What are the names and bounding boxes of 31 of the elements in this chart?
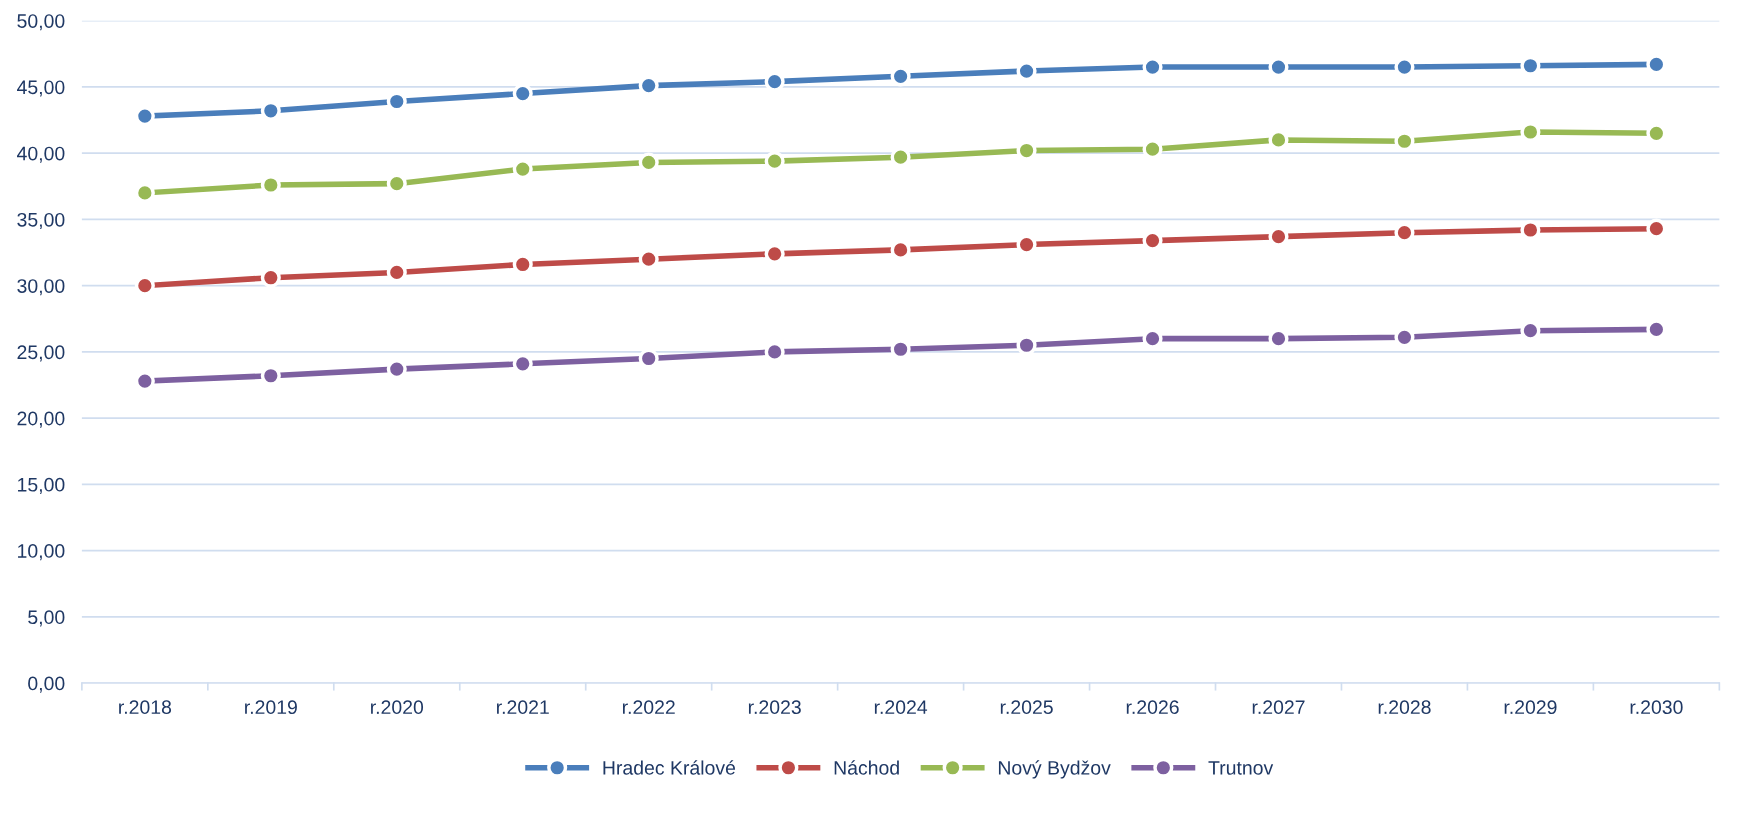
y-tick-label: 15,00 <box>18 477 65 494</box>
x-tick-label: r.2027 <box>1252 700 1305 715</box>
point <box>890 66 911 87</box>
x-tick-label: r.2030 <box>1630 700 1683 715</box>
x-tick-label: r.2029 <box>1504 700 1557 715</box>
y-tick-label: 30,00 <box>17 279 65 296</box>
x-tick-label: r.2024 <box>874 700 928 715</box>
point <box>512 83 533 104</box>
y-tick-label: 0,00 <box>28 676 65 693</box>
x-tick-label: r.2019 <box>245 700 297 715</box>
y-tick-label: 20,00 <box>17 411 65 428</box>
legend-label: Nový Bydžov <box>998 760 1111 779</box>
y-tick-label: 10,00 <box>18 544 65 561</box>
legend-label: Hradec Králové <box>603 760 736 775</box>
point <box>1016 335 1037 356</box>
y-tick-label: 35,00 <box>17 212 65 229</box>
y-tick-label: 5,00 <box>28 610 65 627</box>
y-tick-label: 25,00 <box>17 345 65 362</box>
x-tick-label: r.2021 <box>497 700 549 715</box>
x-tick-label: r.2020 <box>371 700 424 715</box>
legend-label: Náchod <box>834 760 899 775</box>
x-tick-label: r.2025 <box>1000 700 1053 715</box>
x-tick-label: r.2028 <box>1378 700 1431 715</box>
x-tick-label: r.2023 <box>748 700 801 715</box>
y-tick-label: 40,00 <box>17 146 65 163</box>
y-tick-label: 45,00 <box>17 80 65 97</box>
x-tick-label: r.2026 <box>1126 700 1179 715</box>
legend-label: Trutnov <box>1208 761 1274 775</box>
x-tick-label: r.2022 <box>622 700 675 715</box>
x-tick-label: r.2018 <box>119 700 172 715</box>
y-tick-label: 50,00 <box>17 14 65 31</box>
